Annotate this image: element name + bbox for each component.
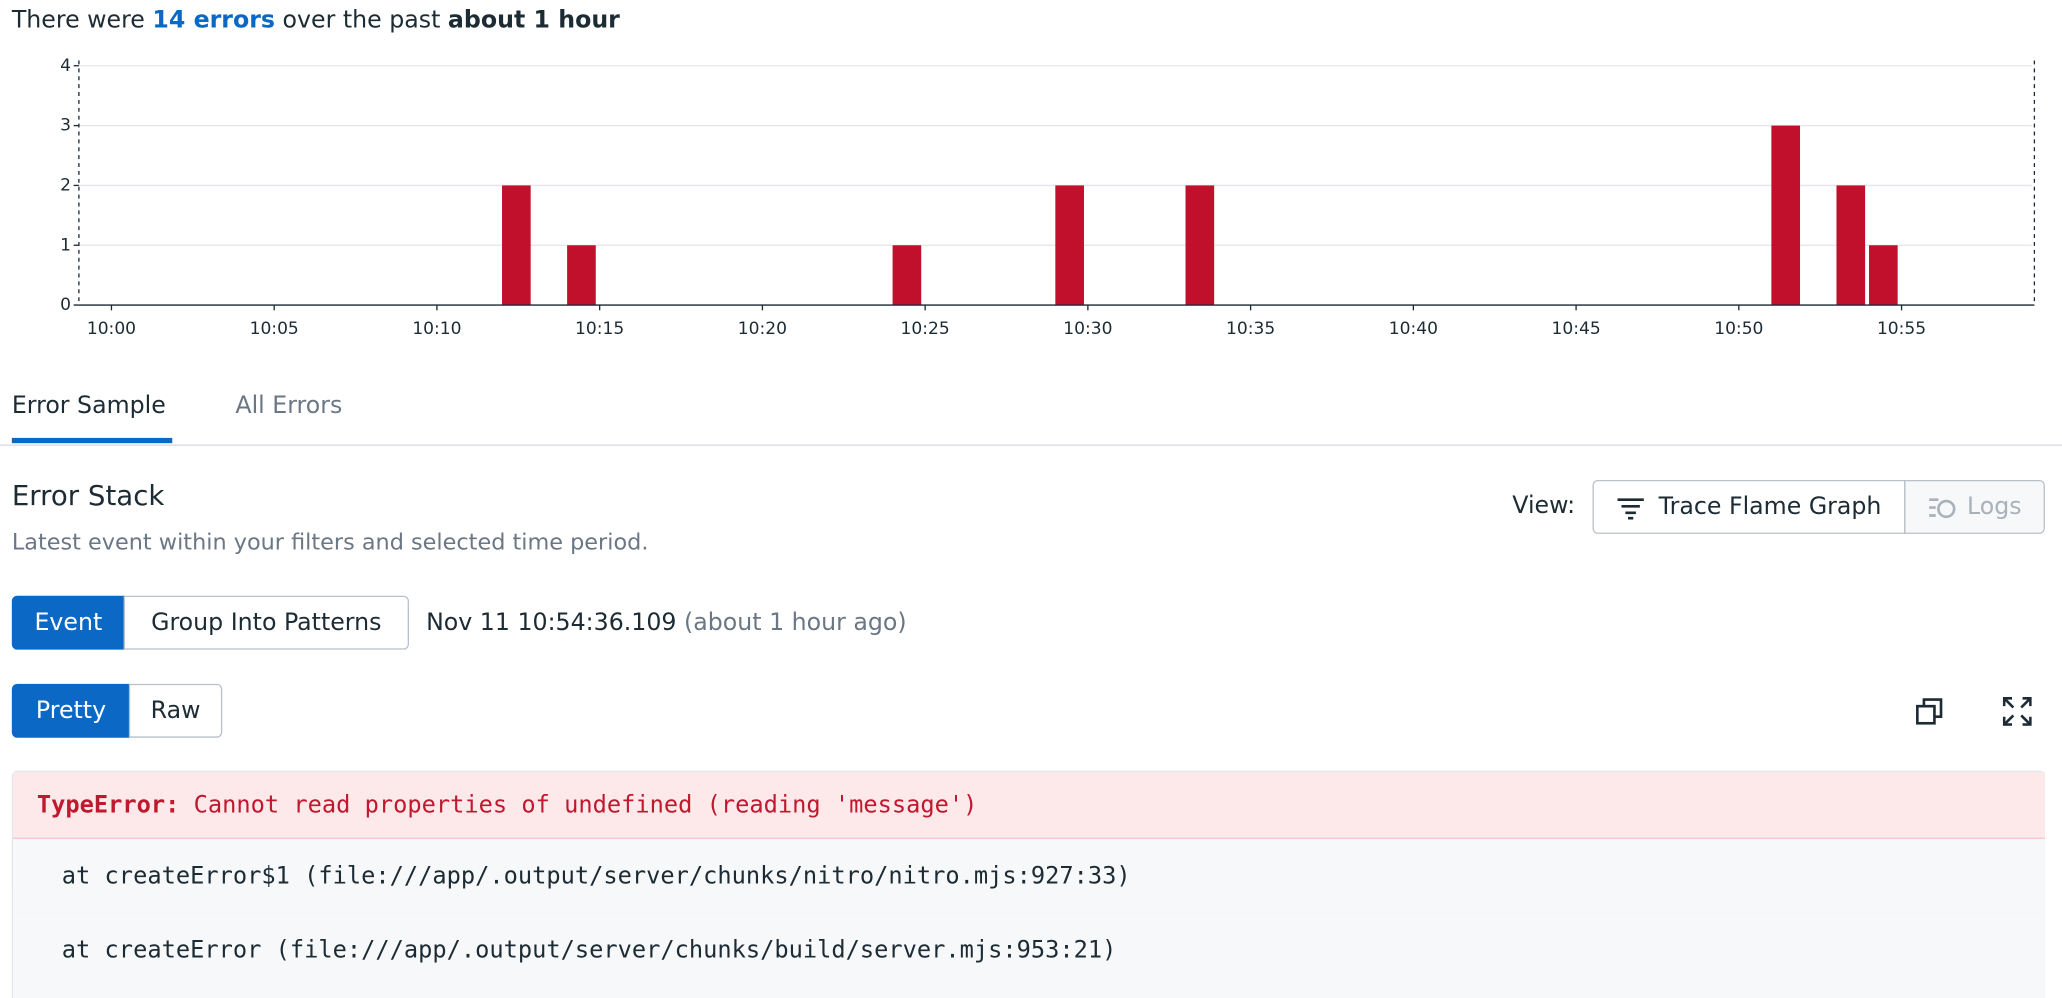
toggle-button[interactable]: Event xyxy=(11,595,125,650)
x-tick-label: 10:30 xyxy=(1063,319,1112,339)
x-tick-label: 10:25 xyxy=(901,319,950,339)
button-label: Logs xyxy=(1966,493,2022,521)
x-tick-label: 10:10 xyxy=(412,319,461,339)
x-tick-label: 10:35 xyxy=(1226,319,1275,339)
tab[interactable]: Error Sample xyxy=(11,391,166,420)
y-tick-label: 3 xyxy=(60,116,71,136)
period: about 1 hour xyxy=(447,6,620,35)
stack-row: at createError$1 (file:///app/.output/se… xyxy=(13,839,2045,914)
bar xyxy=(1055,185,1084,306)
view-button[interactable]: Trace Flame Graph xyxy=(1592,479,1906,534)
tab[interactable]: All Errors xyxy=(235,391,343,420)
bar xyxy=(892,245,922,306)
stack-row xyxy=(13,986,2045,998)
bar xyxy=(502,185,531,306)
icon xyxy=(1617,497,1645,519)
bar xyxy=(567,245,596,306)
error-header: TypeError: Cannot read properties of und… xyxy=(13,771,2045,840)
button-label: Trace Flame Graph xyxy=(1658,493,1882,521)
x-tick-label: 10:55 xyxy=(1877,319,1926,339)
time: Nov 11 10:54:36.109 xyxy=(426,608,677,637)
x-tick-label: 10:20 xyxy=(738,319,787,339)
summary-text: There were xyxy=(11,6,145,35)
x-tick-label: 10:00 xyxy=(87,319,136,339)
section-title: Error Stack xyxy=(11,479,165,512)
toggle-button[interactable]: Group Into Patterns xyxy=(123,595,409,650)
stack-row: at createError (file:///app/.output/serv… xyxy=(13,912,2045,988)
chart: 0 1 2 3 4 10:00 10:05 10:10 10:15 10:20 10:25 10:30… xyxy=(60,56,2036,339)
bar xyxy=(1185,185,1215,306)
x-tick-label: 10:40 xyxy=(1389,319,1438,339)
y-tick-label: 2 xyxy=(60,175,71,195)
error-summary: There were 14 errors over the past about… xyxy=(12,7,620,35)
view-button: Logs xyxy=(1904,479,2045,534)
view-label: View: xyxy=(1512,491,1576,520)
icon xyxy=(1928,497,1956,518)
toggle-button[interactable]: Raw xyxy=(128,683,223,738)
bar xyxy=(1836,185,1866,306)
x-tick-label: 10:05 xyxy=(250,319,299,339)
timestamp: Nov 11 10:54:36.109 (about 1 hour ago) xyxy=(426,609,907,637)
expand-icon[interactable] xyxy=(2002,696,2032,726)
tab-indicator xyxy=(11,437,173,444)
section-subtitle: Latest event within your filters and sel… xyxy=(11,529,649,557)
error-message: Cannot read properties of undefined (rea… xyxy=(193,791,978,819)
y-tick-label: 4 xyxy=(60,56,71,76)
x-tick-label: 10:45 xyxy=(1551,319,1600,339)
bar xyxy=(1869,245,1898,306)
divider xyxy=(0,444,2062,446)
y-tick-label: 1 xyxy=(60,235,71,255)
error-count[interactable]: 14 errors xyxy=(152,6,276,35)
bar xyxy=(1771,125,1801,306)
relative-time: (about 1 hour ago) xyxy=(684,608,907,637)
copy-icon[interactable] xyxy=(1915,697,1944,726)
summary-text: over the past xyxy=(282,6,441,35)
x-tick-label: 10:15 xyxy=(575,319,624,339)
error-type: TypeError: xyxy=(36,791,180,819)
toggle-button[interactable]: Pretty xyxy=(11,683,131,738)
x-tick-label: 10:50 xyxy=(1714,319,1763,339)
y-tick-label: 0 xyxy=(60,295,71,315)
